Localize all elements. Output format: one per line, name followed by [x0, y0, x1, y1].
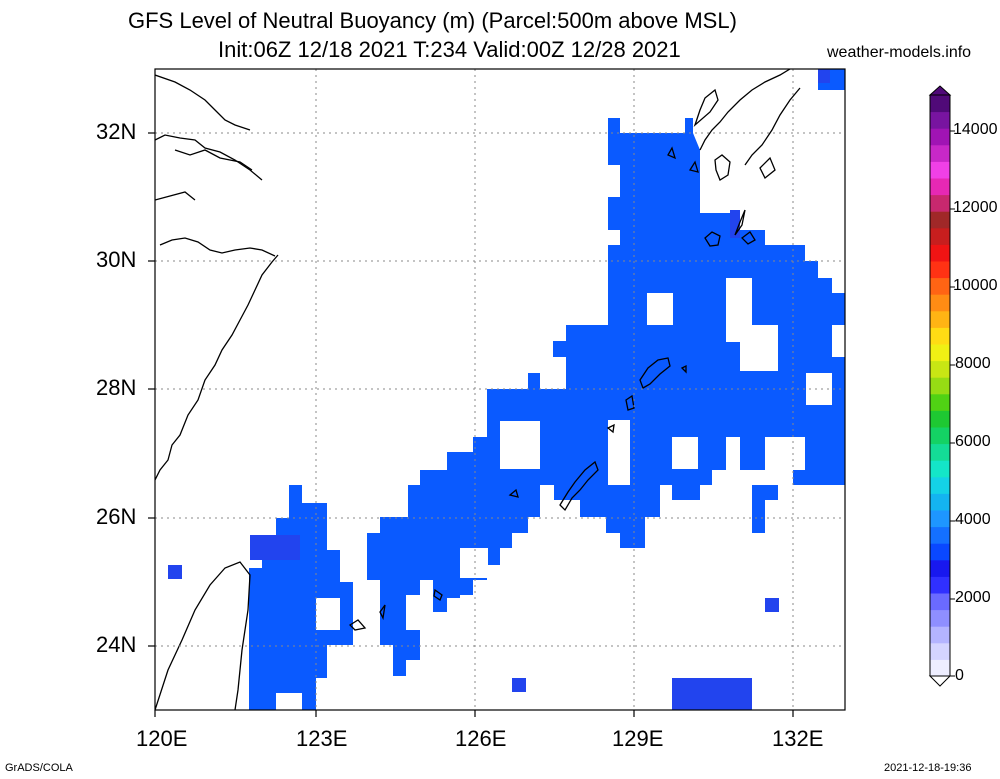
colorbar-segment: [930, 227, 950, 245]
lon-label-132e: 132E: [772, 726, 824, 751]
buoyancy-field: [168, 69, 845, 710]
colorbar-segment: [930, 144, 950, 162]
lon-label-123e: 123E: [296, 726, 348, 751]
colorbar-segment: [930, 327, 950, 345]
lat-label-30n: 30N: [96, 247, 137, 272]
colorbar-segment: [930, 626, 950, 644]
colorbar-segment: [930, 178, 950, 196]
colorbar-label-4000: 4000: [955, 511, 991, 528]
colorbar-segment: [930, 593, 950, 611]
colorbar-segment: [930, 659, 950, 677]
colorbar-segment: [930, 377, 950, 395]
colorbar-segment: [930, 460, 950, 478]
colorbar-segment: [930, 310, 950, 328]
colorbar-label-8000: 8000: [955, 355, 991, 372]
colorbar-segment: [930, 211, 950, 229]
colorbar-segment: [930, 576, 950, 594]
colorbar: [928, 85, 955, 687]
colorbar-segment: [930, 344, 950, 362]
field-gap: [500, 421, 540, 469]
colorbar-segment: [930, 443, 950, 461]
colorbar-segment: [930, 526, 950, 544]
colorbar-segment: [930, 194, 950, 212]
colorbar-segment: [930, 493, 950, 511]
colorbar-segment: [930, 95, 950, 113]
colorbar-segment: [930, 393, 950, 411]
colorbar-segment: [930, 559, 950, 577]
footer-timestamp: 2021-12-18-19:36: [884, 762, 972, 774]
lon-label-129e: 129E: [612, 726, 664, 751]
field-gap: [316, 598, 340, 630]
colorbar-segment: [930, 609, 950, 627]
field-gap: [608, 420, 630, 485]
title-line2: Init:06Z 12/18 2021 T:234 Valid:00Z 12/2…: [218, 37, 681, 62]
colorbar-segment: [930, 543, 950, 561]
colorbar-segment: [930, 642, 950, 660]
colorbar-label-0: 0: [955, 667, 964, 684]
buoyancy-region: [367, 118, 845, 676]
colorbar-label-2000: 2000: [955, 589, 991, 606]
colorbar-segment: [930, 294, 950, 312]
lon-label-126e: 126E: [455, 726, 507, 751]
colorbar-segment: [930, 427, 950, 445]
field-gap: [460, 548, 488, 578]
field-gap: [740, 325, 778, 371]
site-credit: weather-models.info: [827, 44, 972, 61]
lat-label-26n: 26N: [96, 504, 137, 529]
footer-credit: GrADS/COLA: [5, 762, 73, 774]
colorbar-label-10000: 10000: [953, 277, 998, 294]
colorbar-segment: [930, 261, 950, 279]
colorbar-label-12000: 12000: [953, 199, 998, 216]
field-gap: [672, 437, 698, 469]
lat-label-24n: 24N: [96, 632, 137, 657]
axis-ticks: [148, 132, 794, 717]
gridlines: [155, 69, 845, 710]
colorbar-segment: [930, 510, 950, 528]
colorbar-segment: [930, 360, 950, 378]
coastline-outline: [155, 69, 801, 710]
colorbar-segment: [930, 476, 950, 494]
colorbar-segment: [930, 161, 950, 179]
lat-label-32n: 32N: [96, 119, 137, 144]
colorbar-segment: [930, 277, 950, 295]
colorbar-segment: [930, 410, 950, 428]
field-gap: [540, 485, 554, 501]
colorbar-label-6000: 6000: [955, 433, 991, 450]
colorbar-segment: [930, 244, 950, 262]
field-gap: [647, 293, 673, 325]
title-line1: GFS Level of Neutral Buoyancy (m) (Parce…: [128, 8, 737, 33]
colorbar-label-14000: 14000: [953, 121, 998, 138]
colorbar-segment: [930, 111, 950, 129]
buoyancy-region: [249, 485, 353, 710]
lon-label-120e: 120E: [136, 726, 188, 751]
field-gap: [832, 325, 845, 357]
colorbar-segment: [930, 128, 950, 146]
lat-label-28n: 28N: [96, 375, 137, 400]
